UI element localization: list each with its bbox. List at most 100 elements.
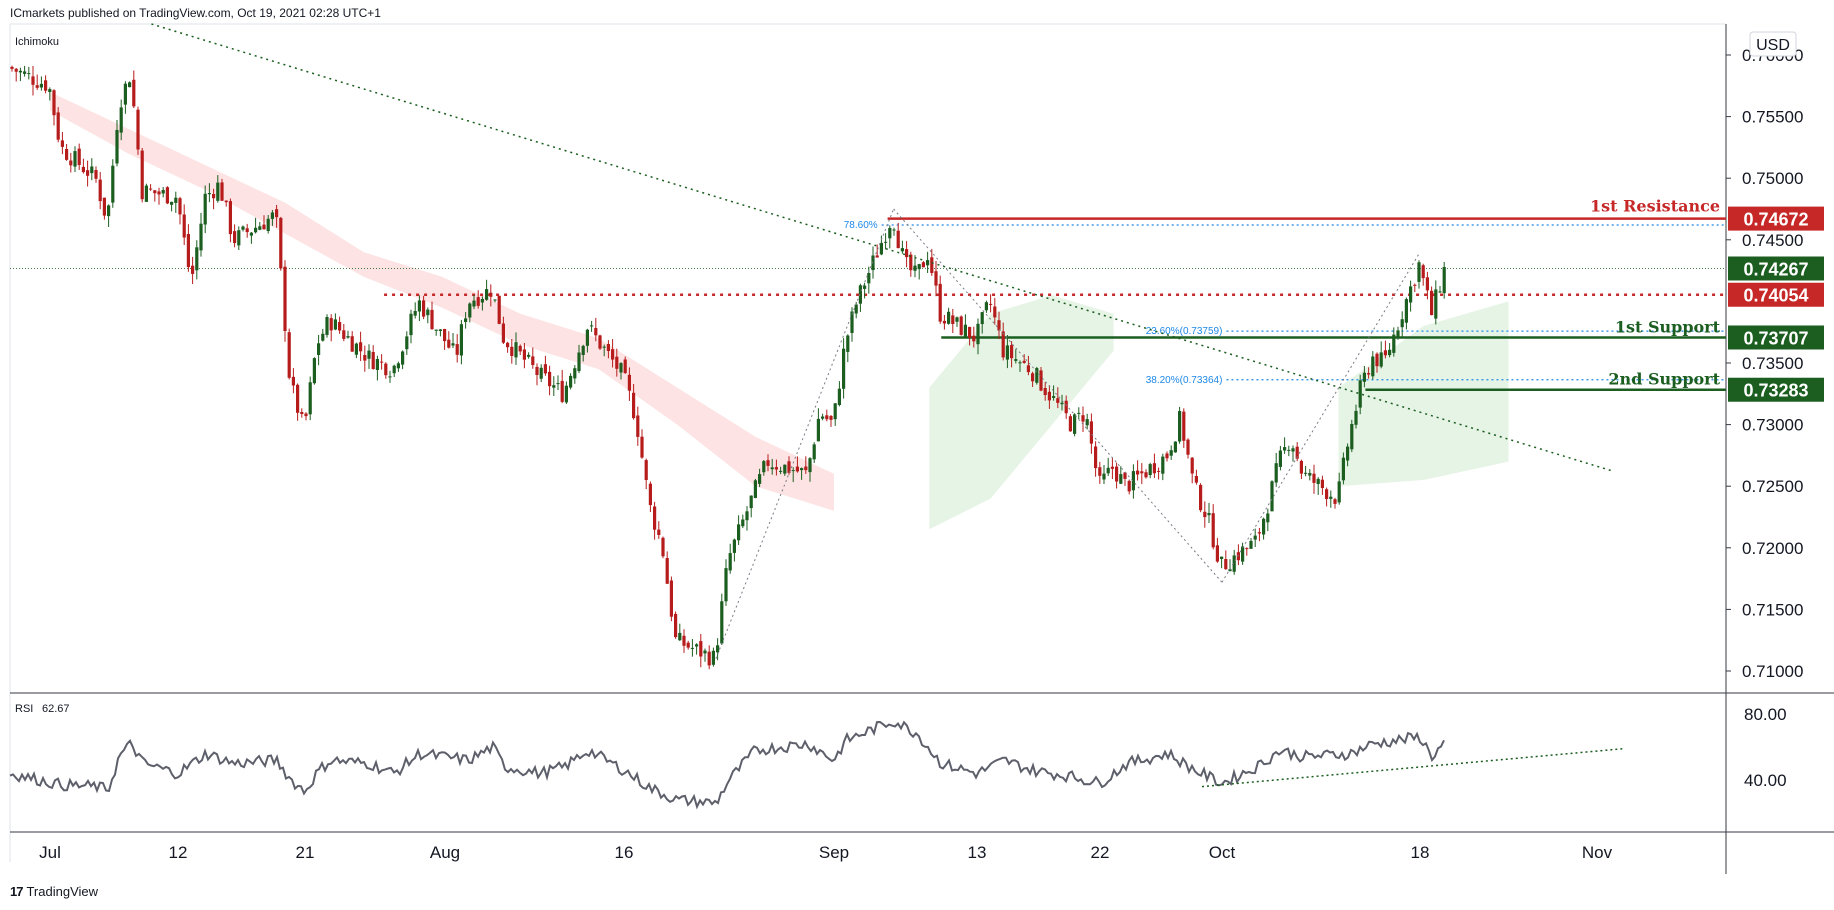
candle-body: [178, 198, 182, 215]
candle-body: [1283, 447, 1287, 451]
candle-body: [480, 299, 484, 303]
publisher-attribution: ICmarkets published on TradingView.com, …: [10, 6, 381, 20]
candle-body: [296, 384, 300, 413]
candle-body: [938, 283, 942, 322]
candle-body: [1220, 556, 1224, 559]
candle-body: [1052, 396, 1056, 398]
candle-body: [1098, 467, 1102, 476]
candle-body: [968, 326, 972, 338]
candle-body: [270, 212, 274, 219]
candle-body: [581, 345, 585, 355]
rsi-trendline: [1201, 747, 1624, 788]
price-tick-label: 0.75500: [1742, 108, 1803, 127]
candle-body: [1207, 513, 1211, 516]
candle-body: [674, 613, 678, 638]
candle-body: [926, 260, 930, 266]
candle-body: [1073, 414, 1077, 434]
candle-body: [804, 466, 808, 471]
candle-body: [1169, 450, 1173, 456]
candle-body: [279, 217, 283, 269]
candle-body: [577, 352, 581, 372]
candle-body: [972, 335, 976, 342]
candle-body: [1392, 334, 1396, 353]
candle-body: [1329, 496, 1333, 499]
candle-body: [1068, 416, 1072, 432]
candle-body: [304, 413, 308, 417]
indicator-label-ichimoku[interactable]: Ichimoku: [15, 36, 59, 48]
candle-body: [266, 218, 270, 231]
candle-body: [157, 191, 161, 195]
candle-body: [308, 382, 312, 415]
candle-body: [161, 190, 165, 194]
candle-body: [984, 302, 988, 311]
candle-body: [1005, 345, 1009, 360]
indicator-label-rsi[interactable]: RSI: [15, 703, 33, 715]
candle-body: [1182, 411, 1186, 441]
candle-body: [1127, 480, 1131, 492]
candle-body: [325, 317, 329, 335]
candle-body: [81, 166, 85, 173]
candle-body: [682, 635, 686, 646]
candle-body: [1417, 262, 1421, 282]
cloud-segment-green: [929, 295, 1114, 530]
price-tag-value: 0.74267: [1743, 260, 1808, 280]
candle-body: [510, 346, 514, 356]
candle-body: [1341, 457, 1345, 481]
candle-body: [1245, 548, 1249, 550]
candle-body: [354, 343, 358, 355]
candle-body: [27, 73, 31, 75]
footer-branding[interactable]: 17 TradingView: [10, 884, 98, 899]
candle-body: [140, 150, 144, 200]
candle-body: [1047, 391, 1051, 401]
fib-level-label: 78.60%: [844, 220, 878, 231]
candle-body: [640, 436, 644, 458]
candle-body: [107, 205, 111, 217]
candle-body: [552, 385, 556, 388]
candle-body: [233, 231, 237, 243]
candle-body: [795, 466, 799, 472]
price-tag: [1728, 256, 1824, 281]
candle-body: [132, 79, 136, 107]
candle-body: [1383, 350, 1387, 356]
time-tick-label: Oct: [1209, 843, 1236, 862]
candle-body: [245, 228, 249, 233]
rsi-pane: 80.00 40.00: [9, 705, 1787, 810]
candle-body: [900, 248, 904, 252]
candle-body: [174, 197, 178, 203]
rsi-line: [9, 720, 1445, 810]
candle-body: [1262, 518, 1266, 535]
candle-body: [1022, 360, 1026, 363]
tradingview-logo-icon: 17: [10, 884, 24, 899]
candle-body: [128, 82, 132, 88]
candle-body: [375, 359, 379, 370]
candle-body: [598, 335, 602, 349]
candle-body: [367, 350, 371, 359]
candle-body: [850, 311, 854, 333]
candle-body: [947, 311, 951, 324]
candle-body: [1291, 448, 1295, 452]
candle-body: [573, 368, 577, 379]
price-tag-value: 0.74054: [1743, 286, 1808, 306]
candle-body: [1123, 472, 1127, 479]
candle-body: [1157, 470, 1161, 472]
candle-body: [191, 265, 195, 274]
candle-body: [1396, 330, 1400, 338]
candle-body: [1039, 370, 1043, 391]
candle-body: [1270, 481, 1274, 512]
fib-swing-line: [1221, 251, 1421, 583]
candle-body: [732, 539, 736, 553]
cloud-segment-red: [50, 92, 834, 511]
candle-body: [1064, 400, 1068, 414]
candle-body: [275, 209, 279, 218]
candle-body: [783, 464, 787, 474]
candle-body: [380, 361, 384, 363]
candle-body: [1115, 466, 1119, 482]
candle-body: [720, 601, 724, 644]
candle-body: [913, 265, 917, 271]
candle-body: [1119, 474, 1123, 484]
candle-body: [1173, 441, 1177, 453]
currency-box[interactable]: [1749, 31, 1797, 57]
candle-body: [665, 558, 669, 584]
candle-body: [447, 339, 451, 348]
candle-body: [283, 266, 287, 331]
